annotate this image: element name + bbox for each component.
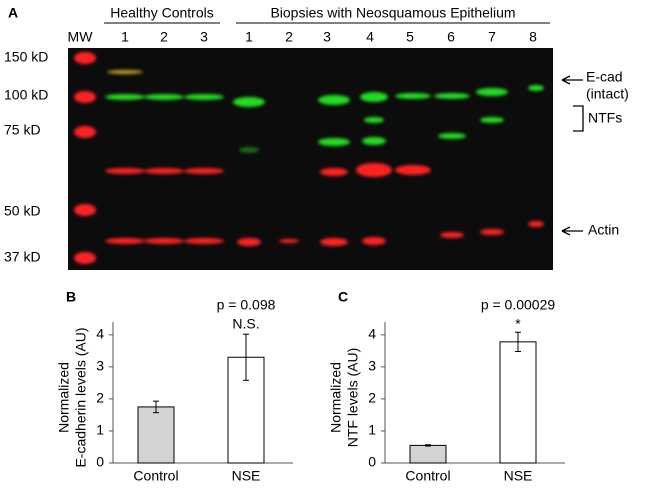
lane-label: 2 [160,29,168,45]
lane-label: 3 [200,29,208,45]
blot-band [237,238,261,246]
panel-label: B [66,289,76,305]
y-tick-label: 0 [96,454,104,470]
x-tick-label: NSE [504,468,533,484]
mw-band [74,204,96,216]
x-tick-label: Control [133,468,178,484]
blot-band [395,93,431,99]
blot-band [528,221,544,227]
lane-label: 1 [245,29,253,45]
lane-label: 7 [488,29,496,45]
error-bar [153,400,159,414]
blot-band [528,85,544,91]
y-tick-label: 4 [368,326,376,342]
blot-band [440,232,464,238]
lane-label: 8 [529,29,537,45]
annotation: * [515,316,521,332]
x-tick-label: NSE [232,468,261,484]
y-tick-label: 0 [368,454,376,470]
error-bar [243,333,249,381]
blot-band [364,117,384,123]
bar [499,341,537,464]
y-tick-label: 4 [96,326,104,342]
y-axis-label: Normalized [328,362,344,433]
blot-band [184,168,224,174]
blot-band [144,238,184,244]
blot-band [480,229,504,235]
y-axis-label: Normalized [56,362,72,433]
y-tick-label: 2 [368,390,376,406]
blot-band [434,93,470,99]
blot-band [239,147,259,153]
blot-band [480,117,504,123]
y-tick-label: 1 [96,422,104,438]
y-axis-label: E-cadherin levels (AU) [73,327,89,467]
mw-band [74,52,96,64]
y-tick-label: 3 [96,358,104,374]
mw-label: 100 kD [4,87,48,103]
arrow [561,75,583,85]
error-bar [515,331,521,352]
blot-band [144,168,184,174]
lane-label: MW [68,29,94,45]
blot-band [318,95,350,105]
lane-label: 5 [406,29,414,45]
lane-label: 1 [121,29,129,45]
bracket [573,105,584,132]
blot-band [144,94,184,100]
blot-band [105,94,145,100]
mw-label: 37 kD [4,249,41,265]
group-label: Biopsies with Neosquamous Epithelium [270,5,515,21]
band-label: Actin [588,222,619,238]
blot-band [318,138,350,146]
annotation: N.S. [232,316,259,332]
bar [409,444,447,464]
blot-band [279,239,299,243]
blot-band [476,88,508,96]
mw-band [74,252,96,264]
band-label: (intact) [586,86,629,102]
blot-band [362,137,386,145]
lane-label: 2 [285,29,293,45]
blot-band [105,168,145,174]
blot-band [356,163,392,177]
blot-image [68,48,553,270]
error-bar [425,444,431,447]
blot-band [320,168,348,176]
lane-label: 3 [323,29,331,45]
blot-band [184,238,224,244]
mw-label: 75 kD [4,122,41,138]
y-tick-label: 1 [368,422,376,438]
lane-label: 4 [366,29,374,45]
annotation: p = 0.00029 [481,297,556,313]
blot-band [395,165,431,175]
panel-label: A [8,5,18,21]
blot-band [360,92,388,102]
mw-band [74,126,96,138]
mw-band [74,91,96,103]
lane-label: 6 [447,29,455,45]
mw-label: 150 kD [4,49,48,65]
blot-band [233,97,265,107]
group-label: Healthy Controls [110,5,214,21]
arrow [561,226,583,236]
annotation: p = 0.098 [217,297,276,313]
x-tick-label: Control [405,468,450,484]
blot-band [107,70,143,74]
blot-band [184,94,224,100]
blot-band [320,238,348,246]
band-label: E-cad [586,69,623,85]
y-tick-label: 2 [96,390,104,406]
band-label: NTFs [588,110,622,126]
bar [137,406,175,464]
blot-band [105,238,145,244]
panel-label: C [338,289,348,305]
y-axis-label: NTF levels (AU) [345,348,361,448]
blot-band [362,237,386,245]
blot-band [438,133,466,139]
y-tick-label: 3 [368,358,376,374]
mw-label: 50 kD [4,203,41,219]
